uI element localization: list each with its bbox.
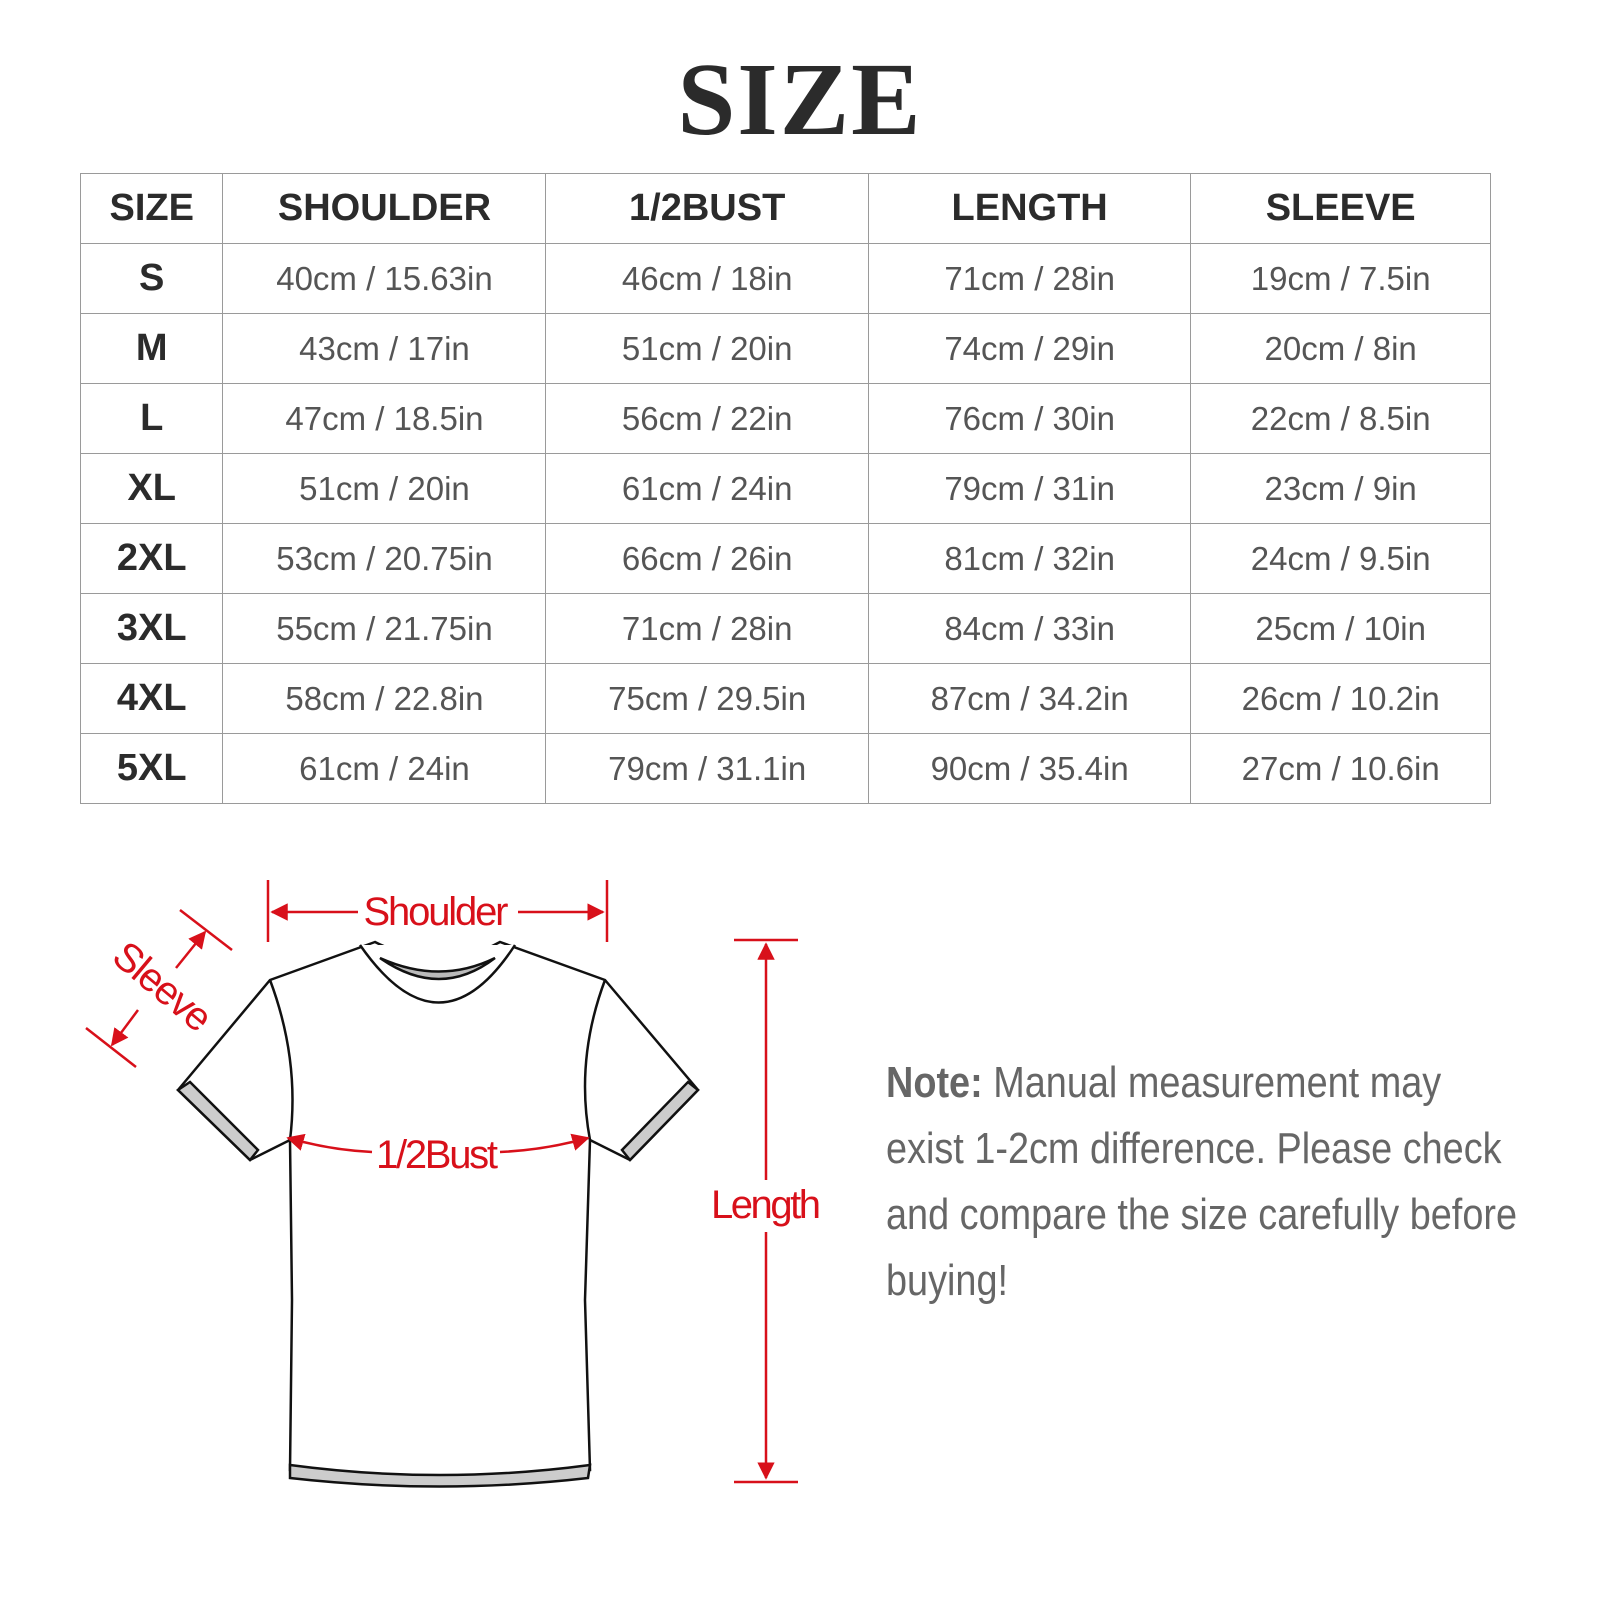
table-row: 3XL 55cm / 21.75in 71cm / 28in 84cm / 33in 2… <box>79 593 1491 664</box>
size-cell: XL <box>79 453 224 524</box>
size-cell: 3XL <box>79 593 224 664</box>
note-text: Note: Manual measurement may exist 1-2cm… <box>886 1050 1522 1314</box>
measurement-cell: 79cm / 31.1in <box>545 733 869 804</box>
tshirt-icon <box>176 940 700 1488</box>
size-cell: 5XL <box>79 733 224 804</box>
measurement-cell: 26cm / 10.2in <box>1190 663 1491 734</box>
measurement-cell: 61cm / 24in <box>545 453 869 524</box>
page-title: SIZE <box>677 42 923 157</box>
size-cell: 4XL <box>79 663 224 734</box>
column-header: SLEEVE <box>1190 173 1491 244</box>
column-header: SHOULDER <box>222 173 547 244</box>
size-cell: M <box>79 313 224 384</box>
length-label: Length <box>711 1183 821 1227</box>
measurement-cell: 87cm / 34.2in <box>867 663 1192 734</box>
measurement-cell: 47cm / 18.5in <box>222 383 547 454</box>
table-row: 4XL 58cm / 22.8in 75cm / 29.5in 87cm / 34.2… <box>79 663 1491 734</box>
measurement-cell: 74cm / 29in <box>867 313 1192 384</box>
measurement-cell: 51cm / 20in <box>545 313 869 384</box>
table-row: 5XL 61cm / 24in 79cm / 31.1in 90cm / 35.4in… <box>79 733 1491 804</box>
size-cell: L <box>79 383 224 454</box>
measurement-cell: 58cm / 22.8in <box>222 663 547 734</box>
measurement-cell: 56cm / 22in <box>545 383 869 454</box>
measurement-cell: 61cm / 24in <box>222 733 547 804</box>
table-row: S 40cm / 15.63in 46cm / 18in 71cm / 28in 19c… <box>79 243 1491 314</box>
measurement-cell: 22cm / 8.5in <box>1190 383 1491 454</box>
measurement-cell: 71cm / 28in <box>867 243 1192 314</box>
size-table: SIZE SHOULDER 1/2BUST LENGTH SLEEVE S 40cm / … <box>79 173 1491 804</box>
measurement-cell: 19cm / 7.5in <box>1190 243 1491 314</box>
table-header-row: SIZE SHOULDER 1/2BUST LENGTH SLEEVE <box>79 173 1491 244</box>
measurement-cell: 84cm / 33in <box>867 593 1192 664</box>
table-row: XL 51cm / 20in 61cm / 24in 79cm / 31in 23cm … <box>79 453 1491 524</box>
size-cell: S <box>79 243 224 314</box>
measurement-cell: 79cm / 31in <box>867 453 1192 524</box>
note-label: Note: <box>886 1058 983 1107</box>
measurement-cell: 81cm / 32in <box>867 523 1192 594</box>
measurement-cell: 71cm / 28in <box>545 593 869 664</box>
measurement-cell: 25cm / 10in <box>1190 593 1491 664</box>
measurement-cell: 53cm / 20.75in <box>222 523 547 594</box>
column-header: SIZE <box>79 173 224 244</box>
measurement-cell: 20cm / 8in <box>1190 313 1491 384</box>
measurement-cell: 46cm / 18in <box>545 243 869 314</box>
table-row: L 47cm / 18.5in 56cm / 22in 76cm / 30in 22cm… <box>79 383 1491 454</box>
bust-label: 1/2Bust <box>376 1133 498 1177</box>
tshirt-diagram: Shoulder Sleeve 1/2Bust Length <box>85 880 821 1488</box>
table-row: 2XL 53cm / 20.75in 66cm / 26in 81cm / 32in 2… <box>79 523 1491 594</box>
sleeve-label: Sleeve <box>104 933 220 1041</box>
column-header: LENGTH <box>867 173 1192 244</box>
measurement-cell: 76cm / 30in <box>867 383 1192 454</box>
measurement-cell: 43cm / 17in <box>222 313 547 384</box>
size-cell: 2XL <box>79 523 224 594</box>
measurement-cell: 55cm / 21.75in <box>222 593 547 664</box>
measure-lines <box>85 880 798 1484</box>
table-row: M 43cm / 17in 51cm / 20in 74cm / 29in 20cm /… <box>79 313 1491 384</box>
measurement-cell: 40cm / 15.63in <box>222 243 547 314</box>
column-header: 1/2BUST <box>545 173 869 244</box>
measurement-cell: 27cm / 10.6in <box>1190 733 1491 804</box>
measurement-cell: 90cm / 35.4in <box>867 733 1192 804</box>
measurement-cell: 24cm / 9.5in <box>1190 523 1491 594</box>
shoulder-label: Shoulder <box>364 890 509 934</box>
measurement-cell: 75cm / 29.5in <box>545 663 869 734</box>
measurement-cell: 51cm / 20in <box>222 453 547 524</box>
measurement-cell: 23cm / 9in <box>1190 453 1491 524</box>
measurement-cell: 66cm / 26in <box>545 523 869 594</box>
note-body: Manual measurement may exist 1-2cm diffe… <box>886 1058 1518 1305</box>
